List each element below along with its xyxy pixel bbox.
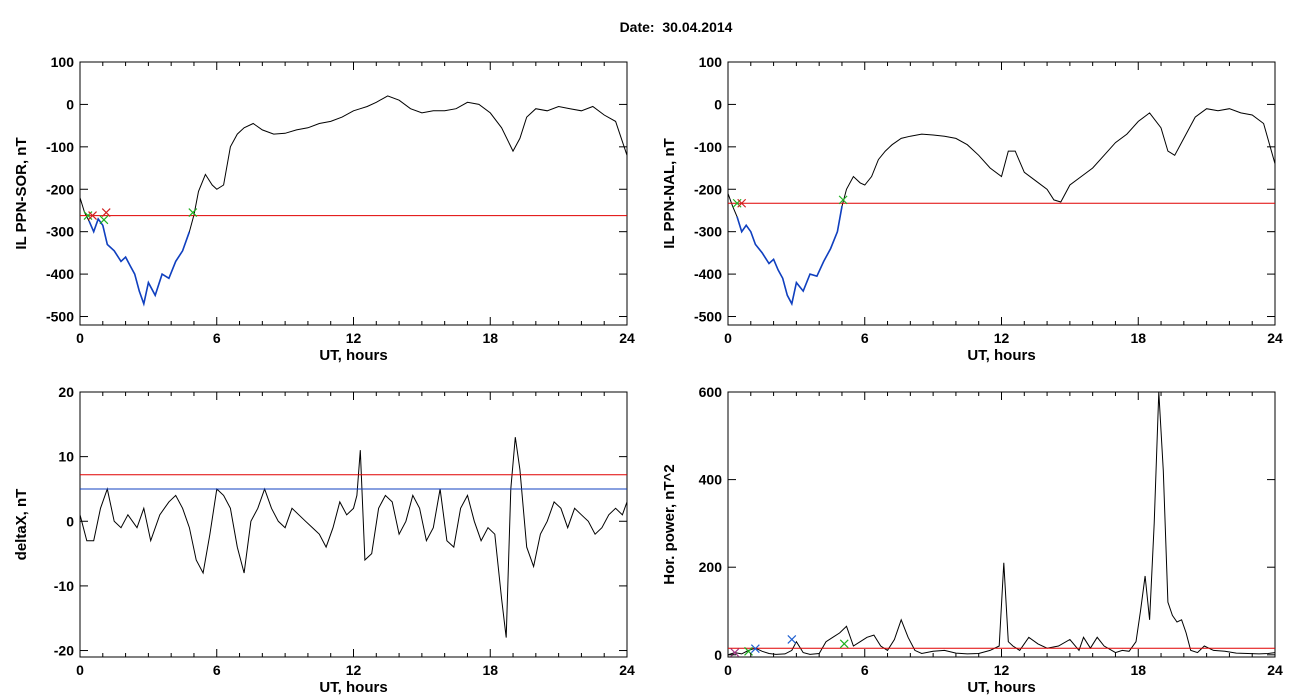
x-tick-label: 18 [482,662,498,678]
data-series-line [80,437,627,638]
panel-il-sor: 0 6 12 18 24 100 0 -100 -200 -300 -400 -500 UT, hour… [13,54,635,364]
cross-marker [188,208,198,218]
plot-area [728,108,1275,307]
x-tick-label: 0 [76,662,84,678]
y-tick-label: 20 [58,384,74,400]
x-tick-label: 6 [213,662,221,678]
highlighted-interval-line [736,206,843,307]
y-tick-label: 0 [66,513,74,529]
x-tick-label: 12 [346,330,362,346]
y-tick-label: -500 [46,309,74,325]
y-tick-label: -10 [54,578,74,594]
y-tick-label: -100 [694,139,722,155]
x-tick-label: 12 [346,662,362,678]
x-tick-label: 0 [76,330,84,346]
y-tick-label: -200 [46,181,74,197]
date-value: 30.04.2014 [662,19,733,35]
x-tick-label: 24 [1267,662,1283,678]
cross-marker [839,639,849,649]
y-tick-label: 600 [699,384,723,400]
data-series-line [728,392,1275,656]
cross-marker [88,211,97,220]
data-series-line [80,95,627,306]
x-tick-label: 0 [724,662,732,678]
x-tick-label: 6 [213,330,221,346]
cross-marker [730,648,740,657]
cross-marker [750,644,760,654]
chart-date-title: Date: 30.04.2014 [0,19,1300,35]
y-tick-label: 0 [714,647,722,663]
x-tick-label: 18 [1130,330,1146,346]
date-label: Date: [619,19,655,35]
cross-marker [737,198,747,208]
x-tick-label: 6 [861,330,869,346]
plot-area [80,437,627,638]
cross-marker [838,195,848,205]
y-tick-label: 0 [66,96,74,112]
panel-hor-power: 0 6 12 18 24 600 400 200 0 UT, hours Hor. power, n… [661,384,1283,696]
y-tick-label: -300 [46,224,74,240]
y-tick-label: -500 [694,309,722,325]
x-tick-label: 6 [861,662,869,678]
highlighted-interval-line [88,217,191,307]
y-tick-label: 10 [58,449,74,465]
x-tick-label: 24 [619,330,635,346]
y-tick-label: -100 [46,139,74,155]
panel-il-nal: 0 6 12 18 24 100 0 -100 -200 -300 -400 -500 UT, hour… [661,54,1283,364]
cross-marker [787,635,797,644]
cross-marker [101,208,111,218]
y-tick-label: 100 [51,54,75,70]
x-axis-label: UT, hours [967,679,1035,696]
cross-marker [99,215,109,225]
x-tick-label: 0 [724,330,732,346]
y-axis-label: deltaX, nT [13,489,30,561]
plot-frame [727,61,1276,326]
y-tick-label: -400 [694,266,722,282]
y-axis-label: IL PPN-SOR, nT [13,137,30,249]
x-tick-label: 24 [1267,330,1283,346]
plot-frame [79,61,628,326]
y-tick-label: -400 [46,266,74,282]
y-tick-label: 100 [699,54,723,70]
y-tick-label: -300 [694,224,722,240]
y-tick-label: -200 [694,181,722,197]
x-axis-label: UT, hours [967,347,1035,364]
plot-area [80,95,627,307]
plot-area [728,392,1275,657]
y-axis-label: Hor. power, nT^2 [661,464,678,584]
y-tick-label: -20 [54,643,74,659]
x-tick-label: 12 [994,330,1010,346]
y-tick-label: 200 [699,559,723,575]
x-tick-label: 18 [482,330,498,346]
x-tick-label: 18 [1130,662,1146,678]
x-axis-label: UT, hours [319,679,387,696]
x-tick-label: 12 [994,662,1010,678]
x-tick-label: 24 [619,662,635,678]
y-axis-label: IL PPN-NAL, nT [661,138,678,249]
x-axis-label: UT, hours [319,347,387,364]
panel-deltax: 0 6 12 18 24 20 10 0 -10 -20 UT, hours deltaX, nT [13,384,635,696]
y-tick-label: 400 [699,472,723,488]
y-tick-label: 0 [714,96,722,112]
plot-frame [727,391,1276,658]
